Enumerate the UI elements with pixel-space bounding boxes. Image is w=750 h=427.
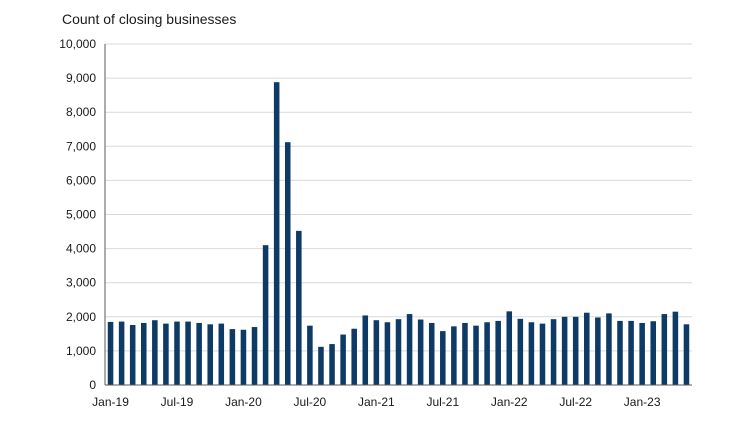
- bar: [440, 331, 446, 385]
- bar: [163, 323, 169, 385]
- bar: [329, 344, 335, 385]
- bar: [340, 334, 346, 385]
- bar: [140, 322, 147, 385]
- bar: [218, 323, 225, 385]
- bar: [417, 319, 424, 385]
- bar: [273, 82, 280, 385]
- y-tick-label: 5,000: [66, 208, 96, 222]
- bar: [506, 311, 513, 385]
- bar: [639, 322, 645, 385]
- x-tick-label: Jan-23: [624, 395, 661, 409]
- tick-labels: 0 1,000 2,000 3,000 4,000 5,000 6,000 7,000 8,00…: [59, 37, 661, 409]
- bar: [196, 322, 202, 385]
- y-tick-label: 9,000: [66, 71, 96, 85]
- bar: [240, 329, 247, 385]
- bar: [428, 322, 435, 385]
- bar: [384, 322, 391, 385]
- bar: [595, 317, 601, 385]
- bar: [229, 329, 236, 385]
- y-tick-label: 3,000: [66, 276, 96, 290]
- bar: [174, 321, 180, 385]
- bar: [528, 322, 535, 385]
- bar: [550, 319, 557, 385]
- bar: [318, 346, 324, 385]
- bar: [207, 324, 213, 385]
- bar: [606, 313, 612, 385]
- bar: [129, 324, 136, 385]
- bar: [152, 320, 158, 385]
- bar: [584, 312, 590, 385]
- x-tick-label: Jul-21: [426, 395, 459, 409]
- bar: [672, 311, 679, 385]
- bar: [517, 318, 524, 385]
- bar: [572, 316, 579, 385]
- bar: [296, 230, 302, 385]
- chart-title: Count of closing businesses: [62, 11, 237, 27]
- bar: [406, 314, 413, 385]
- x-tick-label: Jul-22: [559, 395, 592, 409]
- bar: [683, 324, 690, 385]
- bar: [351, 328, 357, 385]
- bar: [107, 321, 114, 385]
- y-tick-label: 0: [89, 378, 96, 392]
- y-tick-label: 2,000: [66, 310, 96, 324]
- bar: [185, 321, 191, 385]
- y-tick-label: 1,000: [66, 344, 96, 358]
- x-tick-label: Jan-19: [92, 395, 129, 409]
- axes: [104, 44, 692, 386]
- bar: [251, 327, 258, 385]
- x-tick-label: Jan-21: [358, 395, 395, 409]
- bar: [539, 323, 546, 385]
- x-tick-label: Jul-20: [294, 395, 327, 409]
- y-tick-label: 4,000: [66, 242, 96, 256]
- bar: [307, 325, 313, 385]
- bar: [118, 321, 125, 385]
- bar: [484, 322, 490, 385]
- bar: [451, 326, 457, 385]
- y-tick-label: 7,000: [66, 139, 96, 153]
- bar: [262, 245, 269, 385]
- x-tick-label: Jul-19: [161, 395, 194, 409]
- bar: [650, 321, 657, 385]
- bars: [107, 82, 690, 385]
- y-tick-label: 6,000: [66, 173, 96, 187]
- bar: [628, 320, 634, 385]
- bar: [284, 142, 291, 385]
- gridlines: [105, 43, 692, 352]
- bar: [395, 319, 402, 385]
- bar: [373, 320, 380, 385]
- bar: [473, 325, 479, 385]
- x-tick-label: Jan-20: [225, 395, 262, 409]
- y-tick-label: 8,000: [66, 105, 96, 119]
- bar: [362, 315, 369, 385]
- bar: [462, 322, 468, 385]
- bar: [561, 316, 568, 385]
- bar: [495, 320, 501, 385]
- x-tick-label: Jan-22: [491, 395, 528, 409]
- y-tick-label: 10,000: [59, 37, 96, 51]
- bar: [661, 314, 668, 385]
- bar: [617, 320, 623, 385]
